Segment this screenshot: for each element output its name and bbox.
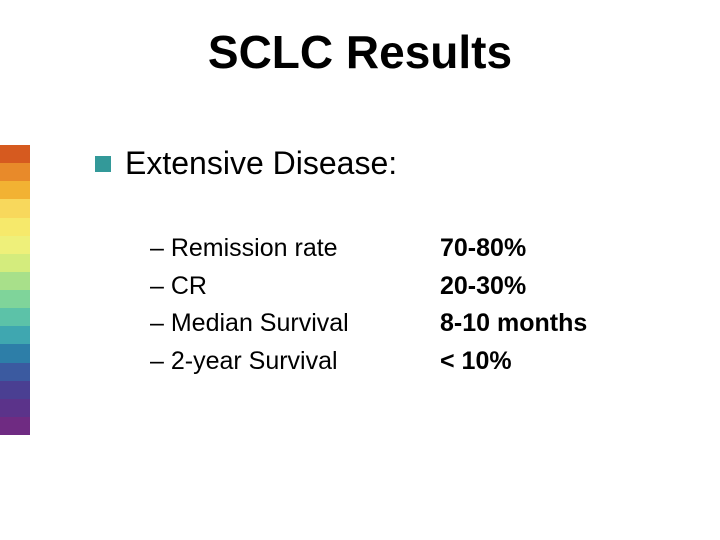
stripe-segment: [0, 163, 30, 181]
stripe-segment: [0, 326, 30, 344]
stripe-segment: [0, 363, 30, 381]
list-item-label: – Remission rate: [150, 230, 440, 268]
list-item-label: – Median Survival: [150, 305, 440, 343]
stripe-segment: [0, 236, 30, 254]
list-item-value: 70-80%: [440, 230, 526, 268]
stripe-segment: [0, 381, 30, 399]
stripe-segment: [0, 399, 30, 417]
stripe-segment: [0, 254, 30, 272]
slide: SCLC Results Extensive Disease: – Remiss…: [0, 0, 720, 540]
slide-title: SCLC Results: [0, 25, 720, 79]
heading-text: Extensive Disease:: [125, 145, 397, 182]
list-item: – Remission rate70-80%: [150, 230, 660, 268]
data-list: – Remission rate70-80%– CR20-30%– Median…: [150, 230, 660, 380]
stripe-segment: [0, 272, 30, 290]
stripe-segment: [0, 417, 30, 435]
stripe-segment: [0, 290, 30, 308]
bullet-icon: [95, 156, 111, 172]
stripe-segment: [0, 145, 30, 163]
stripe-segment: [0, 181, 30, 199]
heading-row: Extensive Disease:: [95, 145, 397, 182]
list-item-label: – 2-year Survival: [150, 343, 440, 381]
list-item: – 2-year Survival< 10%: [150, 343, 660, 381]
stripe-segment: [0, 218, 30, 236]
color-stripe: [0, 145, 30, 435]
list-item-value: 8-10 months: [440, 305, 587, 343]
stripe-segment: [0, 199, 30, 217]
list-item: – Median Survival8-10 months: [150, 305, 660, 343]
list-item-value: < 10%: [440, 343, 512, 381]
list-item: – CR20-30%: [150, 268, 660, 306]
list-item-label: – CR: [150, 268, 440, 306]
stripe-segment: [0, 308, 30, 326]
list-item-value: 20-30%: [440, 268, 526, 306]
stripe-segment: [0, 344, 30, 362]
